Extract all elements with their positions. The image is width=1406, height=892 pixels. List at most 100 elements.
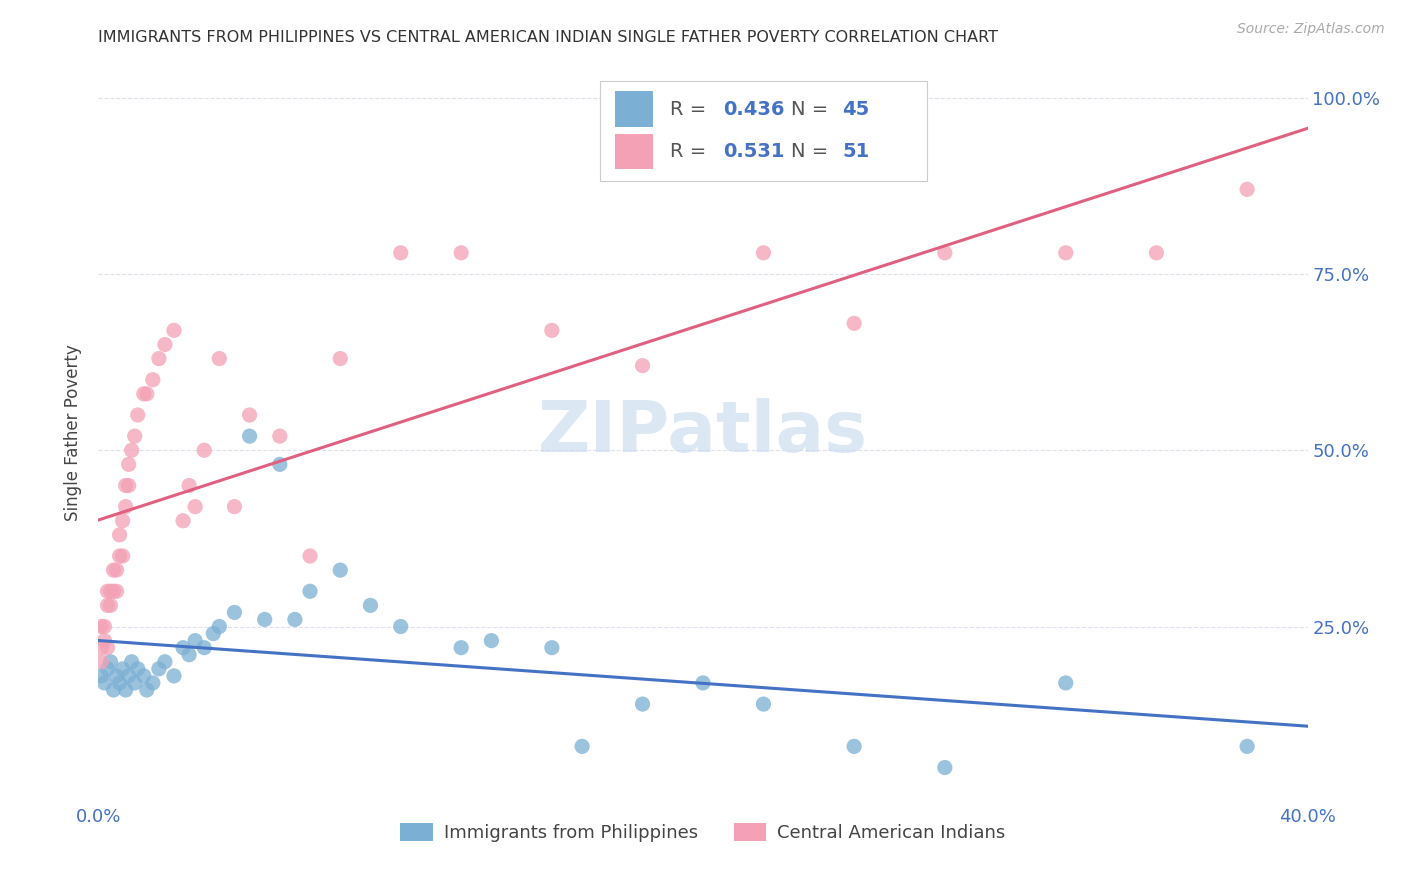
Point xyxy=(163,323,186,337)
Point xyxy=(103,584,125,599)
Text: ZIPatlas: ZIPatlas xyxy=(538,398,868,467)
Point xyxy=(90,619,112,633)
Point xyxy=(450,245,472,260)
Point xyxy=(692,676,714,690)
Point xyxy=(540,640,562,655)
Point xyxy=(108,528,131,542)
Point xyxy=(1144,245,1167,260)
FancyBboxPatch shape xyxy=(614,134,654,169)
Point xyxy=(752,697,775,711)
Point xyxy=(202,626,225,640)
Text: N =: N = xyxy=(792,100,835,119)
Point xyxy=(108,676,131,690)
Point xyxy=(114,500,136,514)
Point xyxy=(269,458,291,472)
Text: 0.531: 0.531 xyxy=(724,142,785,161)
Point xyxy=(224,500,246,514)
Point xyxy=(253,612,276,626)
Point xyxy=(153,655,176,669)
Text: Source: ZipAtlas.com: Source: ZipAtlas.com xyxy=(1237,22,1385,37)
Point xyxy=(105,584,128,599)
Point xyxy=(179,648,201,662)
Point xyxy=(1236,739,1258,754)
Point xyxy=(96,599,118,613)
Point xyxy=(111,662,134,676)
Point xyxy=(100,655,122,669)
Point xyxy=(96,662,118,676)
Point xyxy=(1054,676,1077,690)
Point xyxy=(93,676,115,690)
Point xyxy=(127,408,149,422)
Point xyxy=(571,739,593,754)
Point xyxy=(111,514,134,528)
FancyBboxPatch shape xyxy=(600,81,927,181)
Text: R =: R = xyxy=(671,100,713,119)
Point xyxy=(121,443,143,458)
Point xyxy=(118,458,141,472)
Point xyxy=(93,619,115,633)
Point xyxy=(142,373,165,387)
Point xyxy=(96,640,118,655)
Point xyxy=(844,739,866,754)
Point xyxy=(540,323,562,337)
Point xyxy=(103,683,125,698)
Point xyxy=(631,697,654,711)
Text: N =: N = xyxy=(792,142,835,161)
Point xyxy=(163,669,186,683)
Point xyxy=(148,351,170,366)
Point xyxy=(389,619,412,633)
Point xyxy=(114,683,136,698)
Point xyxy=(148,662,170,676)
Point xyxy=(153,337,176,351)
Y-axis label: Single Father Poverty: Single Father Poverty xyxy=(65,344,83,521)
Legend: Immigrants from Philippines, Central American Indians: Immigrants from Philippines, Central Ame… xyxy=(394,815,1012,849)
Point xyxy=(184,500,207,514)
FancyBboxPatch shape xyxy=(614,91,654,127)
Point xyxy=(135,683,157,698)
Point xyxy=(329,563,352,577)
Point xyxy=(224,606,246,620)
Text: 45: 45 xyxy=(842,100,869,119)
Text: IMMIGRANTS FROM PHILIPPINES VS CENTRAL AMERICAN INDIAN SINGLE FATHER POVERTY COR: IMMIGRANTS FROM PHILIPPINES VS CENTRAL A… xyxy=(98,29,998,45)
Point xyxy=(132,387,155,401)
Point xyxy=(172,640,194,655)
Point xyxy=(1054,245,1077,260)
Point xyxy=(121,655,143,669)
Point xyxy=(329,351,352,366)
Point xyxy=(193,443,215,458)
Point xyxy=(127,662,149,676)
Point xyxy=(844,316,866,330)
Point xyxy=(118,669,141,683)
Point xyxy=(142,676,165,690)
Point xyxy=(631,359,654,373)
Point xyxy=(193,640,215,655)
Point xyxy=(184,633,207,648)
Point xyxy=(481,633,503,648)
Point xyxy=(450,640,472,655)
Point xyxy=(934,760,956,774)
Text: 51: 51 xyxy=(842,142,869,161)
Point xyxy=(105,669,128,683)
Point xyxy=(239,408,262,422)
Point xyxy=(105,563,128,577)
Point xyxy=(284,612,307,626)
Point xyxy=(111,549,134,563)
Point xyxy=(135,387,157,401)
Point xyxy=(208,619,231,633)
Point xyxy=(100,599,122,613)
Point xyxy=(360,599,382,613)
Point xyxy=(96,584,118,599)
Point xyxy=(1236,182,1258,196)
Point xyxy=(269,429,291,443)
Point xyxy=(124,676,146,690)
Point xyxy=(90,669,112,683)
Point xyxy=(752,245,775,260)
Point xyxy=(172,514,194,528)
Point xyxy=(179,478,201,492)
Point xyxy=(239,429,262,443)
Point xyxy=(132,669,155,683)
Point xyxy=(100,584,122,599)
Text: 0.436: 0.436 xyxy=(724,100,785,119)
Point xyxy=(208,351,231,366)
Point xyxy=(90,640,112,655)
